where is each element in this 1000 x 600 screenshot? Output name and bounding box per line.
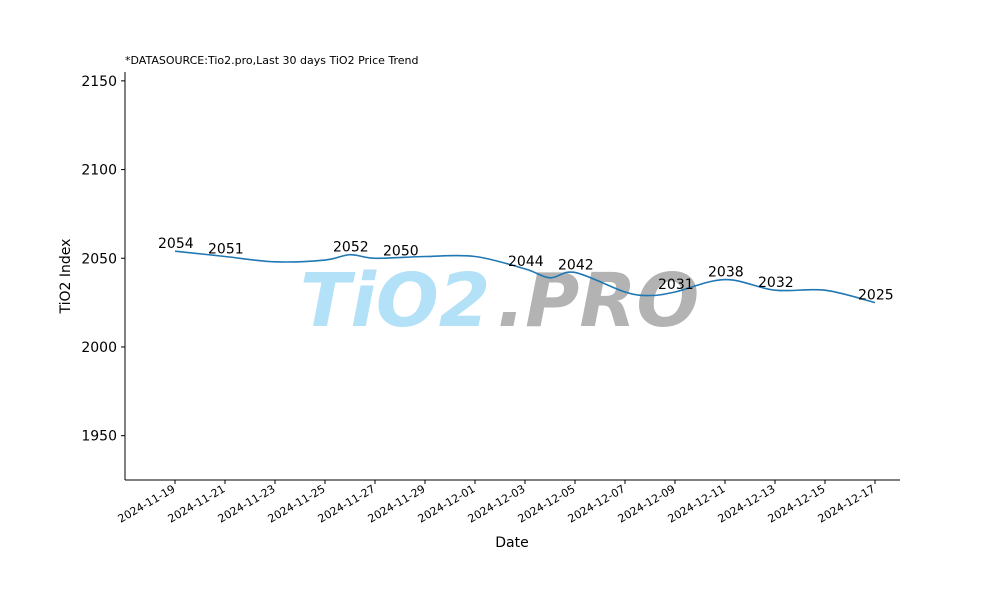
y-tick-label: 2050 — [81, 251, 117, 267]
x-tick-label: 2024-12-17 — [816, 482, 878, 525]
series-line — [174, 250, 876, 304]
y-axis-label: TiO2 Index — [58, 239, 74, 315]
watermark-tio2: TiO2 — [300, 258, 490, 344]
chart-subtitle: *DATASOURCE:Tio2.pro,Last 30 days TiO2 P… — [125, 54, 419, 67]
y-tick-label: 1950 — [81, 429, 117, 445]
data-label: 2025 — [858, 288, 894, 304]
data-label: 2031 — [658, 277, 694, 293]
data-label: 2038 — [708, 265, 744, 281]
data-label: 2044 — [508, 254, 544, 270]
y-ticks: 1950 2000 2050 2100 2150 — [81, 74, 125, 445]
y-tick-label: 2150 — [81, 74, 117, 90]
axes — [124, 72, 900, 481]
watermark-pro: .PRO — [497, 258, 699, 344]
x-axis-label: Date — [495, 535, 528, 551]
data-label: 2032 — [758, 275, 794, 291]
y-tick-label: 2000 — [81, 340, 117, 356]
x-ticks: 2024-11-192024-11-212024-11-232024-11-25… — [116, 480, 878, 526]
data-label: 2050 — [383, 243, 419, 259]
data-label: 2042 — [558, 257, 594, 273]
data-label: 2052 — [333, 240, 369, 256]
data-labels: 2054 2051 2052 2050 2044 2042 2031 2038 2032 2025 — [158, 236, 894, 303]
data-label: 2054 — [158, 236, 194, 252]
data-label: 2051 — [208, 241, 244, 257]
y-tick-label: 2100 — [81, 163, 117, 179]
